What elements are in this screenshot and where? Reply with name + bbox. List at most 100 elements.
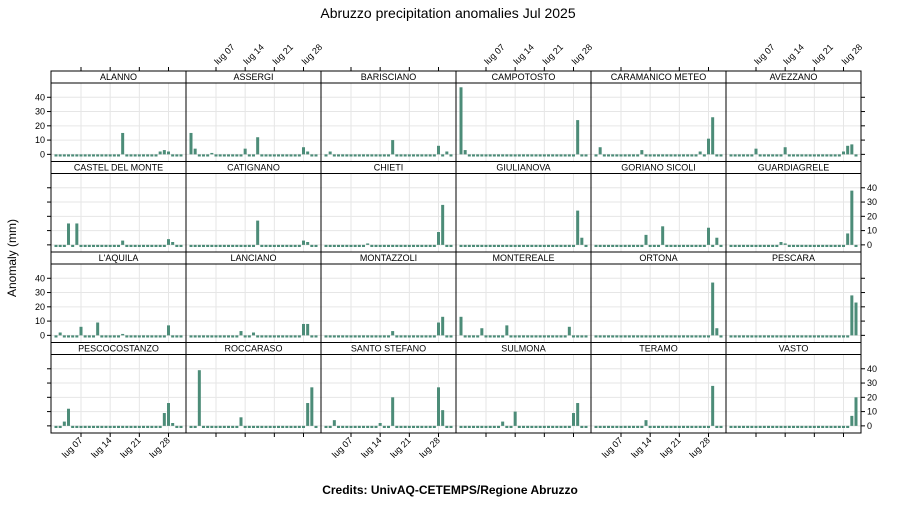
bar-day-9 — [87, 335, 91, 338]
bar-day-8 — [488, 244, 492, 248]
bar-day-10 — [767, 425, 770, 429]
bar-day-22 — [547, 244, 550, 248]
bar-day-20 — [133, 154, 137, 157]
bar-day-1 — [54, 425, 58, 429]
bar-day-30 — [850, 190, 854, 245]
bar-day-6 — [75, 425, 79, 429]
bar-day-5 — [206, 425, 210, 429]
bar-day-18 — [530, 154, 534, 157]
bar-day-15 — [517, 244, 521, 248]
bar-day-25 — [829, 244, 833, 248]
bar-day-2 — [58, 154, 62, 157]
bar-day-5 — [341, 335, 345, 338]
bar-day-18 — [800, 425, 804, 429]
bar-day-23 — [551, 154, 555, 157]
bar-day-29 — [306, 242, 310, 245]
bar-day-17 — [256, 335, 260, 338]
bar-day-12 — [235, 425, 239, 429]
bar-day-27 — [567, 154, 571, 157]
bar-day-18 — [395, 425, 399, 429]
bar-day-22 — [277, 425, 280, 429]
bar-day-5 — [611, 425, 615, 429]
bar-day-14 — [648, 244, 652, 248]
bar-day-11 — [636, 425, 640, 429]
bar-day-25 — [154, 244, 158, 248]
bar-day-4 — [472, 425, 475, 429]
bar-day-27 — [432, 425, 436, 429]
bar-day-31 — [179, 154, 183, 157]
bar-day-10 — [362, 154, 365, 157]
panel-border — [590, 342, 727, 434]
panel-catignano: CATIGNANO — [185, 161, 322, 253]
bar-day-22 — [682, 154, 685, 157]
bar-day-13 — [644, 420, 648, 426]
bar-day-9 — [222, 154, 226, 157]
bar-day-15 — [112, 425, 116, 429]
bar-day-3 — [332, 420, 336, 426]
bar-day-12 — [775, 425, 779, 429]
bar-day-10 — [632, 154, 635, 157]
bar-day-1 — [594, 154, 598, 157]
panel-montazzoli: MONTAZZOLI — [320, 251, 457, 343]
bar-day-25 — [424, 244, 428, 248]
bar-day-7 — [79, 425, 83, 429]
bar-day-9 — [627, 425, 631, 429]
x-tick-label: lug 07 — [330, 435, 354, 459]
bar-day-2 — [58, 244, 62, 248]
bar-day-18 — [260, 154, 264, 157]
bar-day-6 — [615, 335, 619, 338]
bar-day-10 — [362, 244, 365, 248]
bar-day-20 — [808, 425, 812, 429]
panel-vasto: VASTO 0 10 20 30 40 — [725, 342, 877, 437]
bar-day-23 — [821, 154, 825, 157]
panel-pescocostanzo: PESCOCOSTANZO lug 07 lug 14 lug 21 lug 28 — [47, 342, 187, 460]
bar-day-19 — [669, 154, 673, 157]
bar-day-20 — [808, 154, 812, 157]
bar-day-4 — [202, 425, 205, 429]
bar-day-7 — [484, 335, 488, 338]
strip-label: PESCARA — [772, 253, 815, 263]
bar-day-30 — [715, 425, 719, 429]
bar-day-11 — [636, 335, 640, 338]
x-tick-label: lug 28 — [687, 435, 711, 459]
bar-day-20 — [673, 425, 677, 429]
bar-day-18 — [395, 154, 399, 157]
bar-day-3 — [602, 335, 606, 338]
bar-day-7 — [619, 425, 623, 429]
y-axis-label: Anomaly (mm) — [5, 219, 19, 297]
bar-day-31 — [314, 154, 318, 157]
bar-day-8 — [623, 335, 627, 338]
bar-day-4 — [202, 335, 205, 338]
bar-day-12 — [775, 154, 779, 157]
bar-day-24 — [555, 425, 559, 429]
bar-day-19 — [399, 335, 403, 338]
bar-day-14 — [513, 335, 517, 338]
bar-day-23 — [686, 244, 690, 248]
bar-day-4 — [607, 244, 610, 248]
bar-day-8 — [353, 425, 357, 429]
bar-day-1 — [54, 244, 58, 248]
bar-day-19 — [669, 244, 673, 248]
bar-day-23 — [686, 335, 690, 338]
bar-day-28 — [572, 244, 575, 248]
bar-day-7 — [754, 425, 758, 429]
bar-day-18 — [665, 244, 669, 248]
bar-day-20 — [538, 154, 542, 157]
bar-day-2 — [328, 425, 332, 429]
bar-day-1 — [189, 335, 193, 338]
bar-day-27 — [297, 425, 301, 429]
bar-day-22 — [547, 154, 550, 157]
bar-day-15 — [517, 425, 521, 429]
bar-day-22 — [142, 244, 145, 248]
bar-day-20 — [538, 335, 542, 338]
bar-day-27 — [297, 335, 301, 338]
bar-day-21 — [137, 244, 141, 248]
bar-day-3 — [62, 335, 66, 338]
bar-day-31 — [719, 244, 723, 248]
strip-label: CHIETI — [374, 163, 404, 173]
bar-day-5 — [71, 425, 75, 429]
bar-day-23 — [416, 335, 420, 338]
bar-day-15 — [787, 335, 791, 338]
bar-day-16 — [252, 244, 255, 248]
bar-day-10 — [362, 425, 365, 429]
